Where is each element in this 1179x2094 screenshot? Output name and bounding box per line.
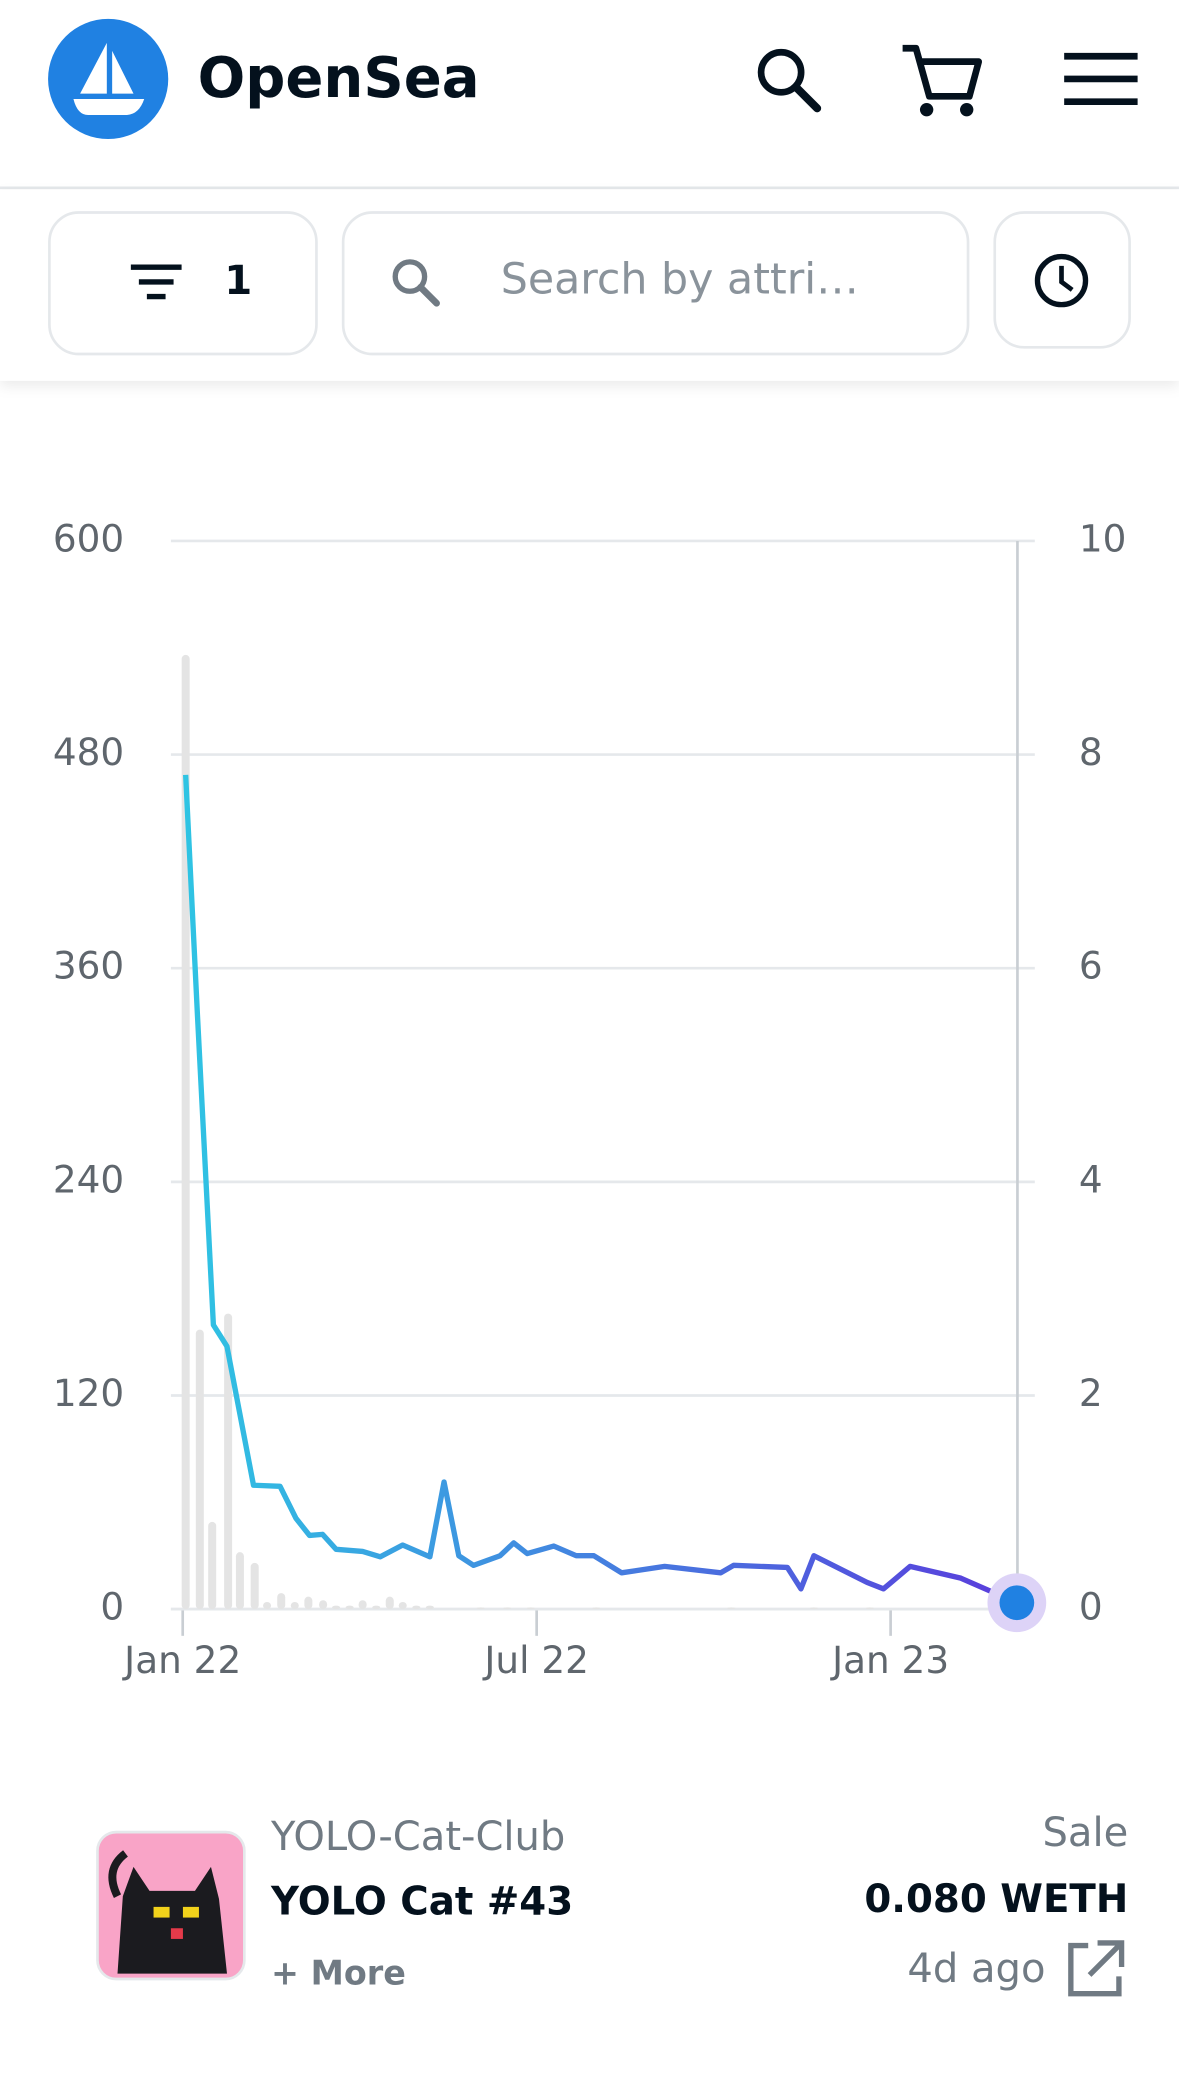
volume-bar [345, 1605, 354, 1610]
x-tick-label: Jan 22 [122, 1638, 241, 1682]
logo[interactable] [48, 18, 169, 140]
volume-bar [865, 1607, 874, 1610]
search-input[interactable] [341, 211, 970, 356]
sale-price: 0.080 WETH [864, 1877, 1128, 1922]
volume-bar [208, 1521, 217, 1610]
volume-bar [412, 1605, 421, 1610]
volume-bar [224, 1313, 233, 1610]
more-link[interactable]: + More [271, 1953, 406, 1992]
volume-bar [385, 1596, 394, 1610]
volume-bar [372, 1605, 381, 1610]
external-link-icon[interactable] [1068, 1940, 1125, 1997]
volume-bar [503, 1607, 512, 1610]
volume-bar [526, 1607, 535, 1610]
volume-bar [592, 1607, 601, 1610]
menu-icon[interactable] [1064, 52, 1138, 106]
volume-bar [263, 1602, 272, 1610]
y-tick-label: 0 [100, 1585, 124, 1629]
sale-time: 4d ago [907, 1946, 1045, 1992]
clock-hands [1059, 265, 1074, 292]
y2-tick-label: 0 [1079, 1585, 1103, 1629]
search-icon-handle [791, 82, 822, 113]
header [0, 0, 1179, 188]
item-name[interactable]: YOLO Cat #43 [270, 1880, 573, 1925]
x-tick-label: Jan 23 [830, 1638, 949, 1682]
search-input-icon-handle [417, 283, 440, 307]
volume-bar [290, 1602, 299, 1610]
volume-bar [425, 1605, 434, 1610]
y-tick-label: 600 [53, 516, 124, 560]
clock-icon [1034, 253, 1089, 308]
price-line [182, 774, 1018, 1606]
y2-tick-label: 4 [1079, 1157, 1103, 1201]
volume-bar [319, 1600, 328, 1610]
collection-name[interactable]: YOLO-Cat-Club [270, 1814, 565, 1860]
volume-bar [809, 1607, 818, 1610]
y-tick-label: 120 [53, 1371, 124, 1415]
volume-bar [195, 1329, 204, 1610]
filter-count: 1 [224, 258, 252, 304]
y2-tick-label: 6 [1079, 944, 1103, 988]
volume-bar [398, 1602, 407, 1610]
y2-tick-label: 10 [1079, 516, 1127, 560]
y-tick-label: 240 [53, 1157, 124, 1201]
filter-button[interactable] [48, 211, 318, 356]
y2-tick-label: 2 [1079, 1371, 1103, 1415]
cart-icon[interactable] [902, 44, 983, 100]
cat [117, 1866, 227, 1974]
x-tick-label: Jul 22 [482, 1638, 589, 1682]
brand[interactable]: OpenSea [198, 46, 480, 111]
search-icon[interactable] [757, 48, 805, 96]
event-type: Sale [1043, 1810, 1129, 1856]
search-input-icon [392, 259, 428, 294]
volume-bar [476, 1607, 485, 1610]
cart-wheel [960, 102, 974, 117]
volume-bar [250, 1562, 259, 1610]
volume-bar [235, 1552, 244, 1610]
last-point [999, 1585, 1035, 1621]
volume-bar [727, 1607, 736, 1610]
y-tick-label: 480 [53, 730, 124, 774]
volume-bar [277, 1593, 286, 1610]
volume-bar [181, 654, 190, 1610]
y2-tick-label: 8 [1079, 730, 1103, 774]
logo-ship [73, 42, 145, 116]
cat-mouth [170, 1928, 183, 1939]
cat-eye [153, 1906, 170, 1918]
volume-bar [332, 1605, 341, 1610]
cat-eye [182, 1906, 199, 1918]
cart-wheel [919, 102, 934, 117]
chart: 0 120 240 360 480 600 0 2 4 6 8 10 Jan 22 Jul 22 Jan 2… [53, 516, 1127, 1682]
search-placeholder: Search by attri… [501, 254, 859, 304]
cat-tail [108, 1850, 129, 1898]
volume-bar [304, 1596, 313, 1610]
y-tick-label: 360 [53, 944, 124, 988]
volume-bar [358, 1600, 367, 1610]
filter-icon [130, 264, 182, 300]
